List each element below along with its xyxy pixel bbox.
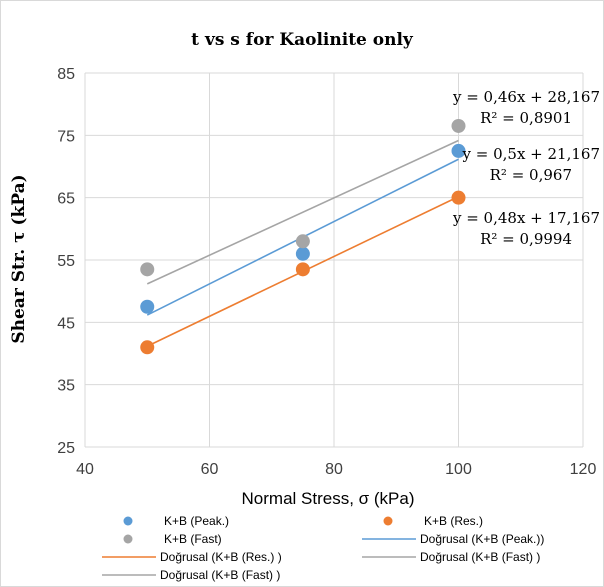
legend-marker: [383, 516, 393, 526]
trendline-r2: R² = 0,8901: [480, 109, 572, 127]
x-tick-label: 120: [570, 461, 597, 478]
legend-label: Doğrusal (K+B (Res.) ): [160, 550, 282, 564]
trendline-equation: y = 0,46x + 28,167: [452, 88, 600, 106]
data-point: [451, 190, 466, 205]
legend-label: Doğrusal (K+B (Peak.)): [420, 532, 544, 546]
chart-title: t vs s for Kaolinite only: [191, 30, 414, 50]
y-axis-label: Shear Str. τ (kPa): [9, 174, 29, 343]
legend-label: K+B (Peak.): [164, 514, 229, 528]
y-tick-label: 55: [57, 253, 75, 270]
data-point: [451, 143, 466, 158]
x-tick-label: 80: [325, 461, 343, 478]
legend-label: Doğrusal (K+B (Fast) ): [160, 568, 280, 582]
legend-label: Doğrusal (K+B (Fast) ): [420, 550, 540, 564]
legend-marker: [123, 516, 133, 526]
y-tick-label: 25: [57, 440, 75, 457]
data-point: [140, 299, 155, 314]
legend-label: K+B (Fast): [164, 532, 222, 546]
y-tick-label: 45: [57, 315, 75, 332]
data-point: [295, 234, 310, 249]
x-tick-label: 40: [76, 461, 94, 478]
data-point: [295, 262, 310, 277]
data-point: [295, 246, 310, 261]
x-tick-label: 60: [201, 461, 219, 478]
trendline-r2: R² = 0,9994: [480, 230, 572, 248]
data-point: [451, 118, 466, 133]
trendline: [146, 139, 459, 285]
y-tick-label: 65: [57, 191, 75, 208]
data-point: [140, 340, 155, 355]
data-point: [140, 262, 155, 277]
x-axis-label: Normal Stress, σ (kPa): [242, 489, 415, 508]
y-tick-label: 85: [57, 66, 75, 83]
trendline-r2: R² = 0,967: [490, 166, 572, 184]
trendline-equation: y = 0,5x + 21,167: [462, 145, 600, 163]
y-tick-label: 35: [57, 378, 75, 395]
legend-label: K+B (Res.): [424, 514, 483, 528]
y-tick-label: 75: [57, 128, 75, 145]
legend-marker: [123, 534, 133, 544]
trendline-equation: y = 0,48x + 17,167: [452, 209, 600, 227]
x-tick-label: 100: [445, 461, 472, 478]
